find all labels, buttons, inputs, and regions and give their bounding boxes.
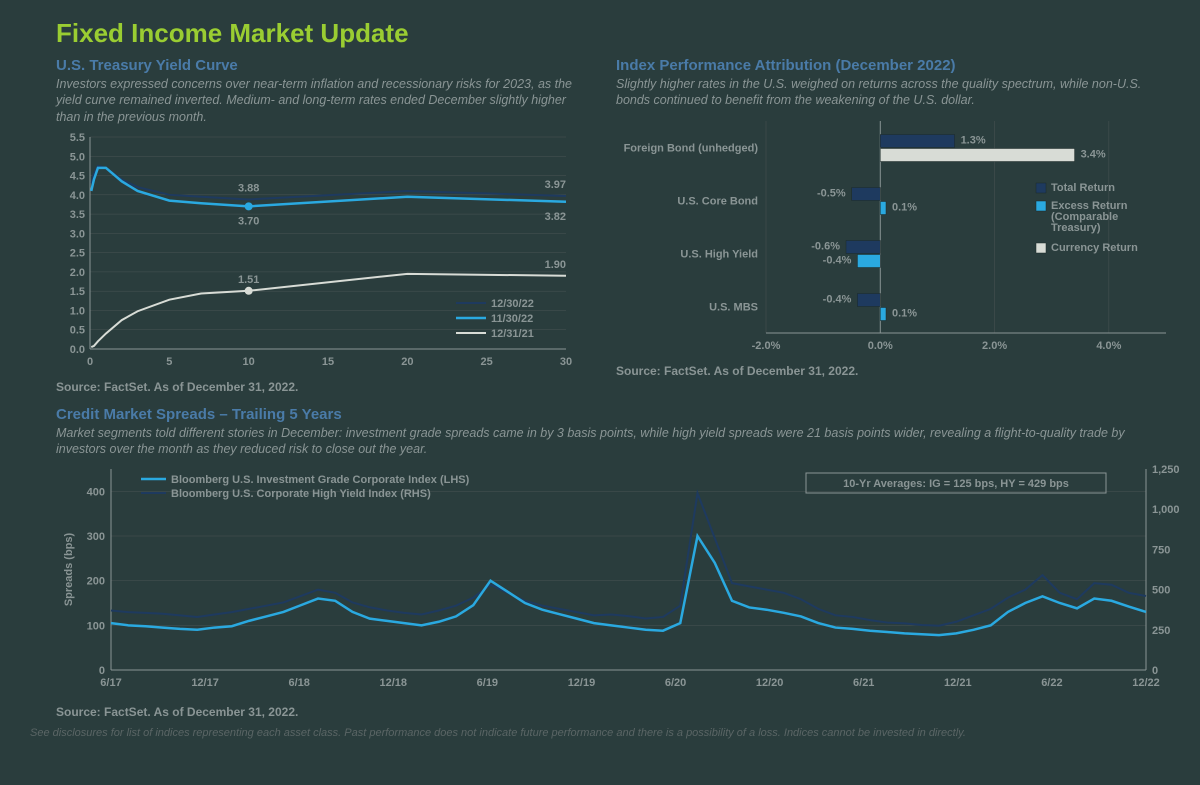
- yield-curve-chart: 0.0 0.5 1.0 1.5 2.0 2.5 3.0 3.5 4.0 4.5 5.0 5.5 0 5 10…: [56, 131, 576, 371]
- svg-text:0.0: 0.0: [70, 344, 85, 356]
- svg-text:6/18: 6/18: [288, 677, 309, 689]
- svg-text:U.S. Core Bond: U.S. Core Bond: [677, 195, 758, 207]
- svg-text:12/30/22: 12/30/22: [491, 298, 534, 310]
- svg-text:Spreads (bps): Spreads (bps): [63, 533, 75, 607]
- yield-curve-panel: U.S. Treasury Yield Curve Investors expr…: [56, 57, 576, 394]
- svg-text:10: 10: [243, 356, 255, 368]
- yield-curve-source: Source: FactSet. As of December 31, 2022…: [56, 380, 576, 394]
- svg-text:4.5: 4.5: [70, 170, 85, 182]
- svg-text:12/21: 12/21: [944, 677, 972, 689]
- svg-text:-0.6%: -0.6%: [811, 240, 840, 252]
- svg-text:12/22: 12/22: [1132, 677, 1160, 689]
- svg-text:30: 30: [560, 356, 572, 368]
- svg-text:200: 200: [87, 576, 105, 588]
- svg-text:750: 750: [1152, 545, 1170, 557]
- svg-text:3.97: 3.97: [545, 179, 566, 191]
- svg-text:0: 0: [99, 665, 105, 677]
- svg-text:6/17: 6/17: [100, 677, 121, 689]
- svg-text:3.5: 3.5: [70, 209, 85, 221]
- attribution-desc: Slightly higher rates in the U.S. weighe…: [616, 76, 1176, 109]
- svg-text:12/19: 12/19: [568, 677, 596, 689]
- svg-text:1.51: 1.51: [238, 274, 259, 286]
- svg-text:10-Yr Averages: IG = 125 bps,: 10-Yr Averages: IG = 125 bps, HY = 429 b…: [843, 478, 1069, 490]
- svg-text:5.5: 5.5: [70, 132, 85, 144]
- svg-text:0.1%: 0.1%: [892, 307, 917, 319]
- svg-text:12/17: 12/17: [191, 677, 219, 689]
- spreads-source: Source: FactSet. As of December 31, 2022…: [56, 705, 1170, 719]
- svg-text:25: 25: [481, 356, 493, 368]
- svg-text:3.88: 3.88: [238, 182, 259, 194]
- svg-text:-0.4%: -0.4%: [823, 293, 852, 305]
- svg-text:0: 0: [1152, 665, 1158, 677]
- svg-text:0: 0: [87, 356, 93, 368]
- attribution-panel: Index Performance Attribution (December …: [616, 57, 1176, 394]
- svg-text:11/30/22: 11/30/22: [491, 313, 533, 325]
- svg-text:5: 5: [166, 356, 172, 368]
- svg-text:1,000: 1,000: [1152, 504, 1180, 516]
- svg-text:0.1%: 0.1%: [892, 201, 917, 213]
- svg-text:5.0: 5.0: [70, 151, 85, 163]
- attribution-source: Source: FactSet. As of December 31, 2022…: [616, 364, 1176, 378]
- svg-text:4.0: 4.0: [70, 190, 85, 202]
- top-row: U.S. Treasury Yield Curve Investors expr…: [30, 57, 1170, 394]
- yield-curve-desc: Investors expressed concerns over near-t…: [56, 76, 576, 125]
- svg-text:1.90: 1.90: [545, 259, 566, 271]
- svg-text:100: 100: [87, 621, 105, 633]
- svg-text:12/20: 12/20: [756, 677, 784, 689]
- svg-text:1.0: 1.0: [70, 305, 85, 317]
- disclaimer: See disclosures for list of indices repr…: [30, 727, 1170, 739]
- svg-text:Treasury): Treasury): [1051, 222, 1101, 234]
- svg-text:0.5: 0.5: [70, 324, 85, 336]
- svg-text:1.5: 1.5: [70, 286, 85, 298]
- page-title: Fixed Income Market Update: [56, 18, 1170, 49]
- svg-text:12/18: 12/18: [380, 677, 408, 689]
- svg-text:300: 300: [87, 531, 105, 543]
- spreads-chart: 0 100 200 300 400 0 250 500 750 1,000 1,250 6/17 12/…: [56, 461, 1196, 696]
- svg-text:6/20: 6/20: [665, 677, 686, 689]
- svg-text:Bloomberg U.S. Corporate High: Bloomberg U.S. Corporate High Yield Inde…: [171, 488, 431, 500]
- svg-text:3.70: 3.70: [238, 215, 259, 227]
- svg-text:-0.5%: -0.5%: [817, 187, 846, 199]
- svg-text:Bloomberg U.S. Investment Grad: Bloomberg U.S. Investment Grade Corporat…: [171, 474, 470, 486]
- svg-text:2.5: 2.5: [70, 247, 85, 259]
- svg-text:12/31/21: 12/31/21: [491, 328, 534, 340]
- svg-text:2.0%: 2.0%: [982, 340, 1007, 352]
- svg-text:U.S. High Yield: U.S. High Yield: [680, 248, 758, 260]
- spreads-desc: Market segments told different stories i…: [56, 425, 1170, 458]
- svg-text:4.0%: 4.0%: [1096, 340, 1121, 352]
- svg-text:6/22: 6/22: [1041, 677, 1062, 689]
- svg-text:6/21: 6/21: [853, 677, 874, 689]
- svg-text:1.3%: 1.3%: [961, 134, 986, 146]
- svg-text:-2.0%: -2.0%: [752, 340, 781, 352]
- svg-text:20: 20: [401, 356, 413, 368]
- svg-text:400: 400: [87, 487, 105, 499]
- svg-text:3.0: 3.0: [70, 228, 85, 240]
- attribution-title: Index Performance Attribution (December …: [616, 57, 1176, 74]
- svg-text:15: 15: [322, 356, 334, 368]
- svg-text:1,250: 1,250: [1152, 464, 1180, 476]
- svg-text:3.82: 3.82: [545, 211, 566, 223]
- svg-text:0.0%: 0.0%: [868, 340, 893, 352]
- attribution-chart: -2.0% 0.0% 2.0% 4.0% Foreign Bond (unhedged)…: [616, 115, 1176, 355]
- svg-text:6/19: 6/19: [477, 677, 498, 689]
- svg-text:Currency Return: Currency Return: [1051, 242, 1138, 254]
- svg-text:Foreign Bond (unhedged): Foreign Bond (unhedged): [624, 142, 759, 154]
- svg-text:U.S. MBS: U.S. MBS: [709, 301, 758, 313]
- svg-text:2.0: 2.0: [70, 267, 85, 279]
- svg-text:250: 250: [1152, 625, 1170, 637]
- svg-text:500: 500: [1152, 585, 1170, 597]
- svg-text:3.4%: 3.4%: [1081, 148, 1106, 160]
- svg-text:-0.4%: -0.4%: [823, 254, 852, 266]
- yield-curve-title: U.S. Treasury Yield Curve: [56, 57, 576, 74]
- svg-text:Total Return: Total Return: [1051, 182, 1115, 194]
- spreads-title: Credit Market Spreads – Trailing 5 Years: [56, 406, 1170, 423]
